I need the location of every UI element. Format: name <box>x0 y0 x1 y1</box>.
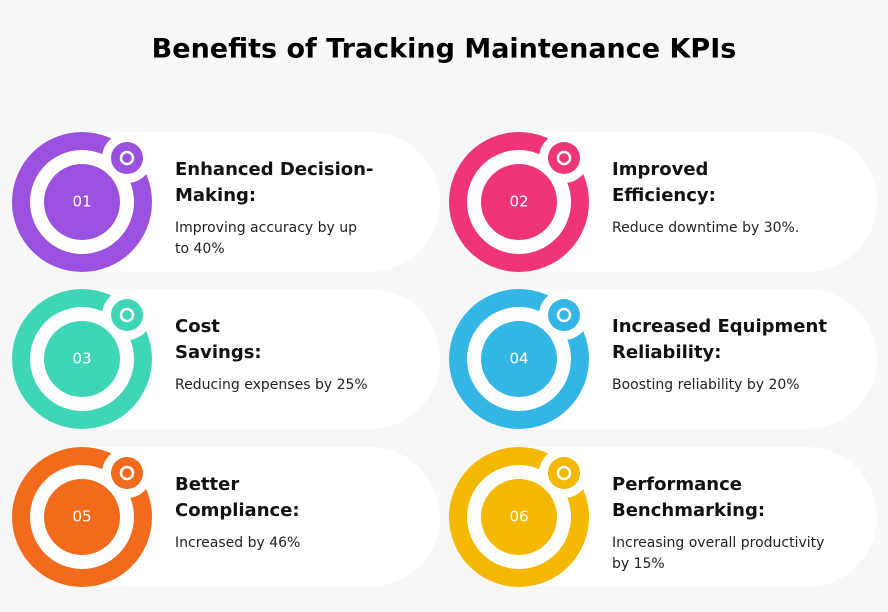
icon-disc <box>111 457 143 489</box>
icon-glyph <box>119 307 135 323</box>
item-title: Efficiency: <box>612 185 716 206</box>
item-description: Reduce downtime by 30%. <box>612 220 799 236</box>
item-description: Increased by 46% <box>175 535 300 551</box>
item-description: Improving accuracy by up <box>175 220 357 236</box>
icon-disc <box>548 299 580 331</box>
item-description: Boosting reliability by 20% <box>612 377 800 393</box>
number-disc <box>481 321 557 397</box>
item-number: 05 <box>72 508 91 526</box>
item-title: Making: <box>175 185 256 206</box>
item-description: Increasing overall productivity <box>612 535 824 551</box>
item-title: Performance <box>612 474 742 495</box>
item-title: Better <box>175 474 239 495</box>
icon-glyph <box>556 150 572 166</box>
item-number: 03 <box>72 350 91 368</box>
icon-disc <box>548 457 580 489</box>
item-number: 01 <box>72 193 91 211</box>
icon-glyph <box>119 150 135 166</box>
number-disc <box>481 164 557 240</box>
item-number: 02 <box>509 193 528 211</box>
item-title: Compliance: <box>175 500 300 521</box>
icon-glyph <box>556 465 572 481</box>
item-description: to 40% <box>175 241 225 257</box>
item-title: Improved <box>612 159 708 180</box>
item-number: 04 <box>509 350 528 368</box>
item-number: 06 <box>509 508 528 526</box>
number-disc <box>481 479 557 555</box>
page-title: Benefits of Tracking Maintenance KPIs <box>152 34 737 65</box>
item-description: Reducing expenses by 25% <box>175 377 368 393</box>
number-disc <box>44 479 120 555</box>
item-title: Enhanced Decision- <box>175 159 373 180</box>
item-description: by 15% <box>612 556 665 572</box>
icon-disc <box>111 142 143 174</box>
icon-disc <box>111 299 143 331</box>
item-title: Savings: <box>175 342 262 363</box>
item-title: Reliability: <box>612 342 722 363</box>
item-title: Increased Equipment <box>612 316 827 337</box>
number-disc <box>44 164 120 240</box>
icon-glyph <box>119 465 135 481</box>
item-title: Cost <box>175 316 220 337</box>
item-title: Benchmarking: <box>612 500 765 521</box>
number-disc <box>44 321 120 397</box>
icon-disc <box>548 142 580 174</box>
icon-glyph <box>556 307 572 323</box>
